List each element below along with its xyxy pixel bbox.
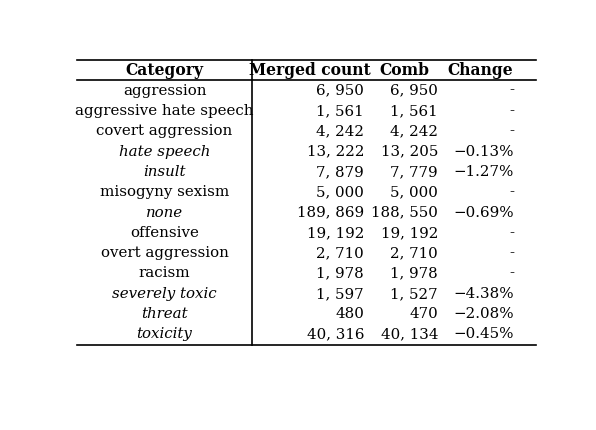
Text: 7, 779: 7, 779 — [390, 165, 438, 179]
Text: 40, 134: 40, 134 — [380, 328, 438, 341]
Text: overt aggression: overt aggression — [101, 246, 228, 260]
Text: 1, 561: 1, 561 — [316, 104, 364, 118]
Text: 7, 879: 7, 879 — [316, 165, 364, 179]
Text: toxicity: toxicity — [136, 328, 193, 341]
Text: -: - — [509, 246, 514, 260]
Text: 1, 527: 1, 527 — [390, 287, 438, 301]
Text: severely toxic: severely toxic — [112, 287, 217, 301]
Text: −4.38%: −4.38% — [454, 287, 514, 301]
Text: hate speech: hate speech — [119, 144, 210, 159]
Text: 13, 222: 13, 222 — [306, 144, 364, 159]
Text: 2, 710: 2, 710 — [316, 246, 364, 260]
Text: covert aggression: covert aggression — [97, 124, 232, 138]
Text: 5, 000: 5, 000 — [390, 185, 438, 199]
Text: -: - — [509, 226, 514, 240]
Text: Category: Category — [126, 61, 204, 79]
Text: -: - — [509, 267, 514, 280]
Text: 2, 710: 2, 710 — [390, 246, 438, 260]
Text: 1, 561: 1, 561 — [390, 104, 438, 118]
Text: -: - — [509, 185, 514, 199]
Text: Change: Change — [447, 61, 513, 79]
Text: none: none — [146, 206, 183, 219]
Text: 19, 192: 19, 192 — [381, 226, 438, 240]
Text: -: - — [509, 83, 514, 98]
Text: 1, 978: 1, 978 — [390, 267, 438, 280]
Text: Comb: Comb — [380, 61, 430, 79]
Text: aggressive hate speech: aggressive hate speech — [75, 104, 254, 118]
Text: 188, 550: 188, 550 — [371, 206, 438, 219]
Text: 4, 242: 4, 242 — [316, 124, 364, 138]
Text: insult: insult — [143, 165, 186, 179]
Text: racism: racism — [139, 267, 190, 280]
Text: 40, 316: 40, 316 — [306, 328, 364, 341]
Text: 1, 597: 1, 597 — [316, 287, 364, 301]
Text: aggression: aggression — [123, 83, 206, 98]
Text: 6, 950: 6, 950 — [316, 83, 364, 98]
Text: −0.13%: −0.13% — [454, 144, 514, 159]
Text: 470: 470 — [409, 307, 438, 321]
Text: 4, 242: 4, 242 — [390, 124, 438, 138]
Text: 6, 950: 6, 950 — [390, 83, 438, 98]
Text: -: - — [509, 104, 514, 118]
Text: 19, 192: 19, 192 — [307, 226, 364, 240]
Text: −0.45%: −0.45% — [454, 328, 514, 341]
Text: 480: 480 — [335, 307, 364, 321]
Text: -: - — [509, 124, 514, 138]
Text: misogyny sexism: misogyny sexism — [100, 185, 229, 199]
Text: 5, 000: 5, 000 — [316, 185, 364, 199]
Text: −1.27%: −1.27% — [454, 165, 514, 179]
Text: 13, 205: 13, 205 — [381, 144, 438, 159]
Text: Merged count: Merged count — [249, 61, 371, 79]
Text: threat: threat — [141, 307, 188, 321]
Text: 189, 869: 189, 869 — [297, 206, 364, 219]
Text: 1, 978: 1, 978 — [316, 267, 364, 280]
Text: −0.69%: −0.69% — [454, 206, 514, 219]
Text: −2.08%: −2.08% — [454, 307, 514, 321]
Text: offensive: offensive — [130, 226, 199, 240]
